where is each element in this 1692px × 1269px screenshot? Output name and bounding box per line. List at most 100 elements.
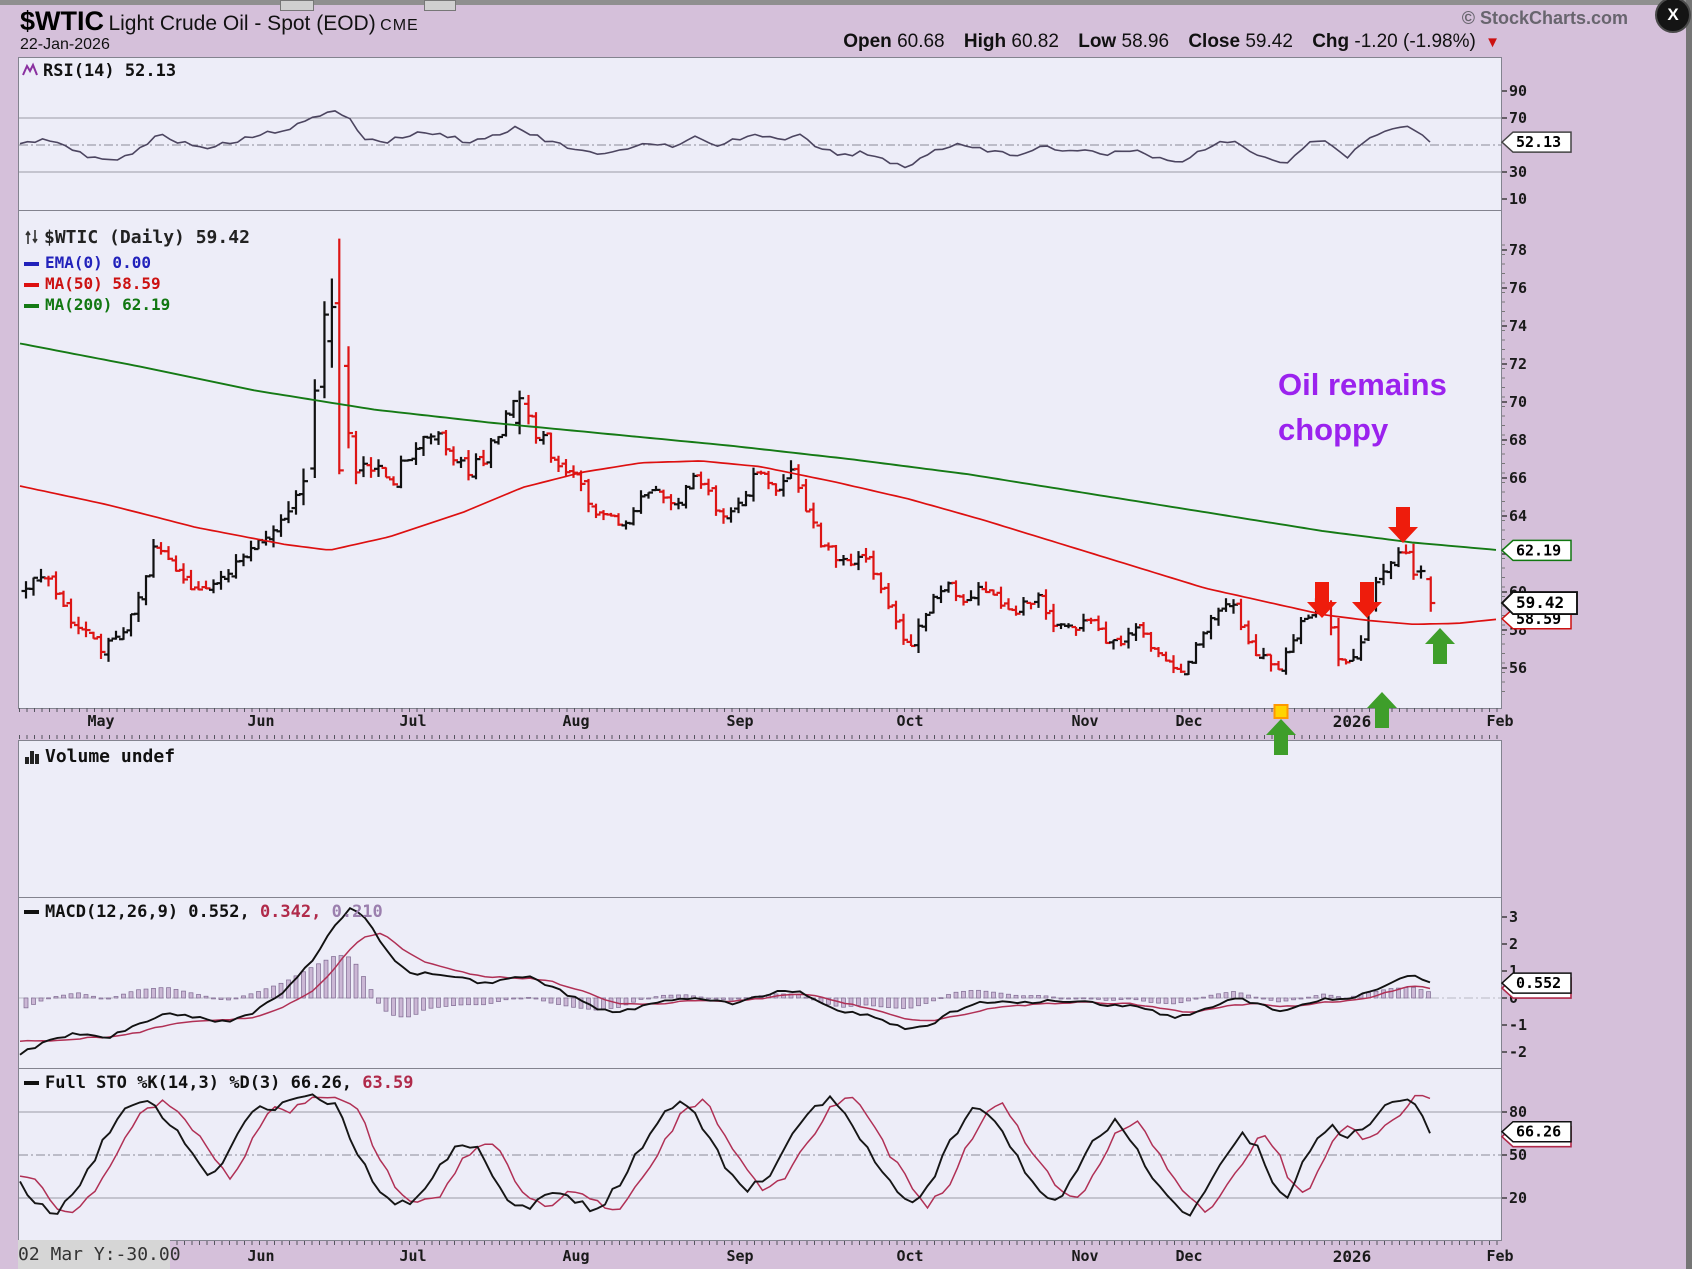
- x-axis-ticks: [19, 735, 1501, 739]
- stochastics-legend: Full STO %K(14,3) %D(3) 66.26, 63.59: [24, 1073, 413, 1093]
- x-axis-label: Aug: [562, 1247, 590, 1265]
- value-callout: [1500, 1120, 1572, 1143]
- ema-legend: EMA(0) 0.00: [24, 253, 151, 272]
- open-value: 60.68: [897, 31, 945, 52]
- macd-panel: [18, 897, 1502, 1069]
- x-axis-label: Oct: [896, 712, 924, 730]
- updown-arrows-icon: [25, 230, 38, 244]
- sto-k-line: [19, 1093, 1431, 1217]
- y-axis-label: 30: [1509, 163, 1527, 181]
- chg-down-triangle-icon: ▼: [1485, 34, 1500, 51]
- macd-legend: MACD(12,26,9) 0.552, 0.342, 0.210: [24, 902, 383, 922]
- window-tab-nub: [280, 0, 314, 11]
- sto-series: [19, 1093, 1431, 1217]
- x-axis-label: Jul: [399, 1247, 427, 1265]
- y-axis-label: 70: [1509, 393, 1527, 411]
- y-axis-label: -2: [1509, 1043, 1527, 1061]
- value-callout-text: 66.26: [1516, 1123, 1561, 1141]
- volume-panel: [18, 740, 1502, 898]
- red-down-arrow: [1307, 582, 1337, 618]
- y-axis-label: 68: [1509, 431, 1527, 449]
- red-down-arrow: [1352, 582, 1382, 618]
- y-axis-label: 72: [1509, 355, 1527, 373]
- x-axis-label: Nov: [1071, 1247, 1099, 1265]
- x-axis-labels-mid: May Jun Jul Aug Sep Oct Nov Dec 2026 Feb: [0, 712, 1692, 736]
- highlight-marker: [1273, 704, 1289, 719]
- open-label: Open: [843, 31, 892, 52]
- ma200-legend: MA(200) 62.19: [24, 295, 170, 314]
- low-value: 58.96: [1121, 31, 1170, 52]
- macd-series: [19, 907, 1431, 1056]
- value-callout: [1500, 591, 1578, 615]
- x-axis-label: Jun: [247, 1247, 275, 1265]
- ohlc-readout: Open 60.68 High 60.82 Low 58.96 Close 59…: [843, 31, 1500, 53]
- x-axis-label: Dec: [1175, 712, 1203, 730]
- rsi-legend: RSI(14) 52.13: [22, 61, 176, 81]
- crosshair-readout: 02 Mar Y:-30.00: [18, 1240, 181, 1269]
- macd-signal-line: [19, 932, 1431, 1042]
- close-value: 59.42: [1245, 31, 1293, 52]
- sto-swatch: [24, 1081, 39, 1085]
- rsi-panel: [18, 57, 1502, 211]
- y-axis-label: 90: [1509, 82, 1527, 100]
- x-axis-ticks: [19, 708, 1501, 712]
- y-axis-label: 20: [1509, 1189, 1527, 1207]
- value-callout-text: 0.552: [1516, 974, 1561, 992]
- chart-title: $WTIC Light Crude Oil - Spot (EOD) CME: [20, 6, 419, 37]
- rsi-line: [19, 110, 1431, 169]
- green-up-arrow: [1425, 628, 1455, 664]
- y-axis-label: 56: [1509, 659, 1527, 677]
- x-axis-label: Feb: [1486, 1247, 1514, 1265]
- ma200-swatch: [24, 303, 39, 308]
- price-series: [19, 238, 1497, 676]
- stockcharts-credit: © StockCharts.com: [1461, 8, 1628, 28]
- y-axis-label: 3: [1509, 908, 1518, 926]
- value-callout: [1500, 539, 1572, 562]
- value-callout-text: 59.42: [1516, 593, 1564, 612]
- x-axis-label: Oct: [896, 1247, 924, 1265]
- x-axis-ticks: [19, 1241, 1501, 1245]
- symbol-name: Light Crude Oil - Spot (EOD): [108, 12, 376, 35]
- y-axis-label: 10: [1509, 190, 1527, 208]
- ema-swatch: [24, 261, 39, 266]
- green-up-arrow: [1367, 692, 1397, 728]
- symbol: $WTIC: [20, 6, 104, 36]
- macd-swatch: [24, 910, 39, 914]
- price-legend-title: $WTIC (Daily) 59.42: [24, 227, 250, 248]
- price-panel: [18, 210, 1502, 709]
- ma50-swatch: [24, 282, 39, 287]
- x-axis-label: Aug: [562, 712, 590, 730]
- x-axis-label: Dec: [1175, 1247, 1203, 1265]
- volume-legend: Volume undef: [24, 746, 175, 767]
- volume-bars-icon: [25, 751, 39, 764]
- y-axis-label: 74: [1509, 317, 1527, 335]
- macd-line: [19, 907, 1431, 1056]
- green-up-arrow: [1266, 719, 1296, 755]
- window-top-edge: [0, 0, 1692, 5]
- value-callout-text: 52.13: [1516, 133, 1561, 151]
- low-label: Low: [1078, 31, 1117, 52]
- value-callout-text: 62.19: [1516, 541, 1561, 559]
- y-axis-label: 80: [1509, 1103, 1527, 1121]
- chg-value: -1.20 (-1.98%): [1354, 31, 1476, 52]
- y-axis-label: 2: [1509, 935, 1518, 953]
- ma50-line: [19, 460, 1497, 626]
- chg-label: Chg: [1312, 31, 1350, 52]
- y-axis-label: 70: [1509, 109, 1527, 127]
- x-axis-label: May: [87, 712, 115, 730]
- x-axis-label: 2026: [1332, 1247, 1372, 1266]
- sto-d-line: [19, 1094, 1431, 1214]
- red-down-arrow: [1388, 507, 1418, 543]
- x-axis-label: Jul: [399, 712, 427, 730]
- x-axis-label: Sep: [726, 1247, 754, 1265]
- ma50-legend: MA(50) 58.59: [24, 274, 161, 293]
- y-axis-label: 76: [1509, 279, 1527, 297]
- close-label: Close: [1188, 31, 1241, 52]
- y-axis-label: 50: [1509, 1146, 1527, 1164]
- close-icon[interactable]: X: [1655, 0, 1691, 33]
- rsi-series: [19, 110, 1431, 169]
- x-axis-label: Nov: [1071, 712, 1099, 730]
- chart-date: 22-Jan-2026: [20, 36, 110, 53]
- window-right-edge: [1686, 0, 1692, 1269]
